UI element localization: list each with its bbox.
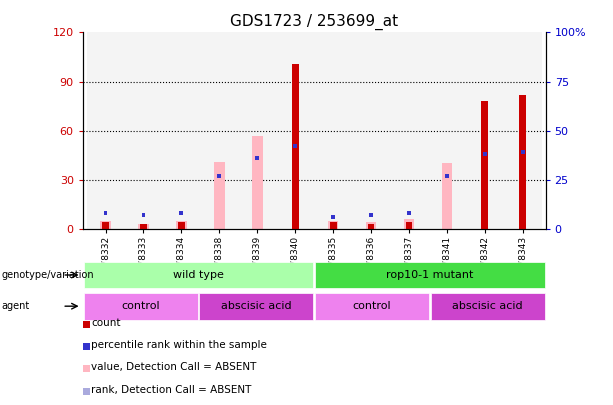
Bar — [218, 174, 221, 178]
Bar — [368, 224, 375, 229]
Bar — [200, 32, 238, 229]
Title: GDS1723 / 253699_at: GDS1723 / 253699_at — [230, 13, 398, 30]
Bar — [331, 215, 335, 219]
Text: rop10-1 mutant: rop10-1 mutant — [386, 270, 474, 280]
Bar — [292, 64, 299, 229]
Text: abscisic acid: abscisic acid — [221, 301, 292, 311]
Bar — [180, 211, 183, 215]
Bar — [431, 293, 545, 320]
Bar — [504, 32, 542, 229]
Text: genotype/variation: genotype/variation — [1, 270, 94, 280]
Bar — [256, 156, 259, 160]
Bar — [441, 163, 452, 229]
Text: count: count — [91, 318, 121, 328]
Bar — [352, 32, 390, 229]
Bar — [330, 222, 337, 229]
Bar — [315, 293, 429, 320]
Bar — [521, 150, 525, 154]
Bar — [142, 213, 145, 217]
Bar — [83, 293, 197, 320]
Text: abscisic acid: abscisic acid — [452, 301, 523, 311]
Bar — [214, 162, 224, 229]
Bar — [199, 293, 313, 320]
Text: value, Detection Call = ABSENT: value, Detection Call = ABSENT — [91, 362, 256, 372]
Bar — [404, 219, 414, 229]
Text: control: control — [121, 301, 160, 311]
Bar — [162, 32, 200, 229]
Bar — [83, 262, 313, 288]
Bar — [483, 152, 487, 156]
Bar — [328, 221, 338, 229]
Bar — [519, 95, 526, 229]
Bar — [100, 221, 111, 229]
Bar — [293, 144, 297, 148]
Bar — [428, 32, 466, 229]
Bar — [104, 211, 107, 215]
Bar — [369, 213, 373, 217]
Bar — [252, 136, 262, 229]
Bar — [331, 215, 335, 219]
Text: percentile rank within the sample: percentile rank within the sample — [91, 340, 267, 350]
Bar — [407, 211, 411, 215]
Bar — [406, 222, 413, 229]
Text: control: control — [352, 301, 391, 311]
Bar — [124, 32, 162, 229]
Bar — [142, 213, 145, 217]
Bar — [178, 222, 185, 229]
Bar — [390, 32, 428, 229]
Bar — [138, 224, 149, 229]
Bar — [238, 32, 276, 229]
Bar — [256, 156, 259, 160]
Text: rank, Detection Call = ABSENT: rank, Detection Call = ABSENT — [91, 385, 251, 394]
Text: agent: agent — [1, 301, 29, 311]
Bar — [314, 32, 352, 229]
Bar — [102, 222, 109, 229]
Bar — [481, 101, 489, 229]
Bar — [218, 174, 221, 178]
Bar — [86, 32, 124, 229]
Bar — [466, 32, 504, 229]
Text: wild type: wild type — [173, 270, 224, 280]
Bar — [315, 262, 545, 288]
Bar — [445, 174, 449, 178]
Bar — [369, 213, 373, 217]
Bar — [176, 221, 187, 229]
Bar — [140, 224, 147, 229]
Bar — [445, 174, 449, 178]
Bar — [366, 222, 376, 229]
Bar — [104, 211, 107, 215]
Bar — [276, 32, 314, 229]
Bar — [407, 211, 411, 215]
Bar — [180, 211, 183, 215]
